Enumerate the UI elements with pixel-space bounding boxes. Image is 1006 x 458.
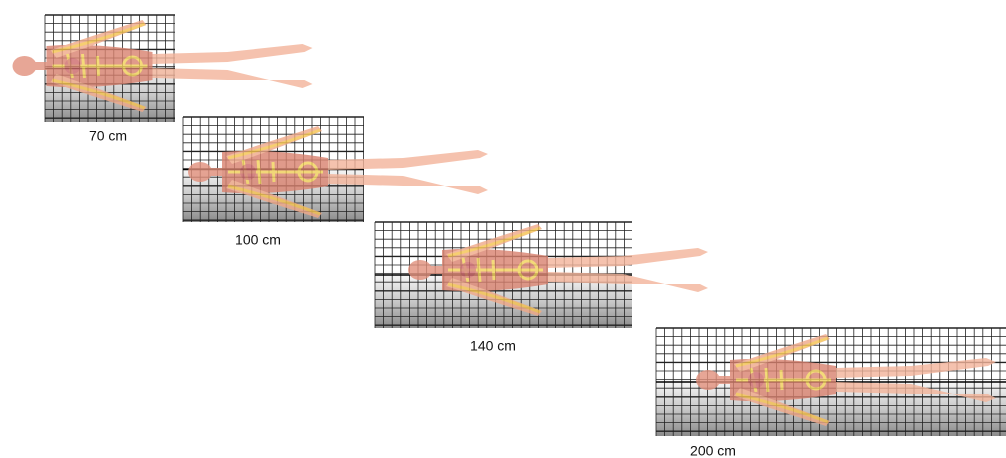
- panel-label: 140 cm: [470, 338, 516, 354]
- panel-label: 100 cm: [235, 232, 281, 248]
- page: 70 cm100 cm140 cm200 cm (() => { const d…: [0, 0, 1006, 458]
- diagram: 70 cm 100 cm 140 cm 200 cm: [0, 0, 1006, 458]
- panel: 200 cm: [656, 328, 1006, 458]
- panel-label: 200 cm: [690, 443, 736, 458]
- panel-label: 70 cm: [89, 128, 127, 144]
